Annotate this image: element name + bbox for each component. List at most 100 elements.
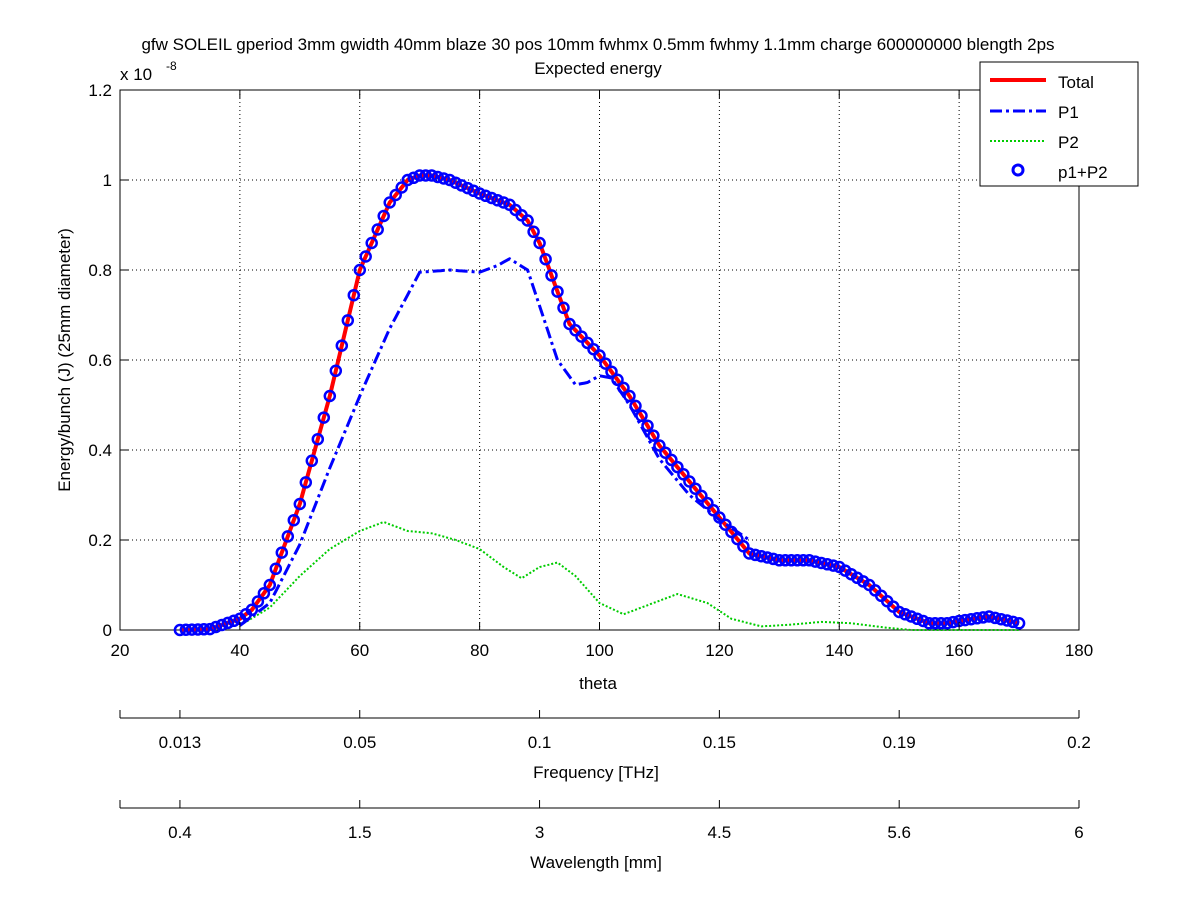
- series-p1p2-marker: [179, 623, 193, 637]
- frequency-axis: 0.013 0.05 0.1 0.15 0.19 0.2: [119, 710, 1091, 752]
- series-p1p2-marker: [191, 623, 205, 636]
- series-p1p2-marker: [731, 532, 744, 546]
- y-tick-label: 1.2: [88, 81, 112, 100]
- series-p1p2-marker: [455, 179, 468, 192]
- x-tick-label: 140: [825, 641, 853, 660]
- series-p1p2-marker: [485, 191, 498, 205]
- series-p1p2-marker: [215, 618, 229, 632]
- legend-label-p2: P2: [1058, 133, 1079, 152]
- chart-title: gfw SOLEIL gperiod 3mm gwidth 40mm blaze…: [141, 35, 1054, 54]
- series-p1p2-marker: [251, 595, 265, 608]
- series-p1p2-marker: [329, 364, 343, 378]
- series-p1p2-marker: [737, 540, 750, 553]
- series-p1p2-marker: [940, 617, 954, 630]
- series-p1p2-marker: [821, 558, 834, 571]
- series-p1p2-marker: [341, 314, 355, 327]
- legend-swatch-p1p2: [1011, 163, 1025, 177]
- series-p1p2-marker: [964, 612, 978, 626]
- series-p1p2-marker: [988, 611, 1002, 625]
- secondary-axis-tick-label: 1.5: [348, 823, 372, 842]
- series-p1p2-marker: [419, 169, 432, 182]
- chart-subtitle: Expected energy: [534, 59, 662, 78]
- legend-label-p1: P1: [1058, 103, 1079, 122]
- series-p1p2-marker: [1006, 615, 1020, 629]
- series-p1p2-marker: [647, 429, 660, 442]
- series-p1p2-marker: [695, 489, 708, 503]
- series-p1p2-marker: [671, 460, 684, 474]
- series-p1p2-marker: [497, 196, 510, 209]
- series-p1-line: [239, 257, 751, 627]
- secondary-axis-tick-label: 0.05: [343, 733, 376, 752]
- series-p1p2-marker: [347, 288, 361, 302]
- series-p1p2-marker: [641, 419, 654, 432]
- series-p1p2-marker: [197, 623, 211, 636]
- secondary-axis-tick-label: 5.6: [887, 823, 911, 842]
- series-p1p2-marker: [779, 554, 792, 567]
- series-p1p2-marker: [910, 612, 924, 626]
- y-exponent-power: -8: [166, 59, 177, 73]
- series-p1p2-marker: [767, 552, 780, 566]
- series-p1p2-marker: [803, 554, 816, 567]
- series-p1p2-marker: [317, 411, 331, 424]
- series-p1p2-marker: [401, 173, 414, 187]
- series-p1p2-marker: [677, 468, 690, 481]
- series-p1p2-marker: [773, 554, 786, 567]
- x-tick-label: 20: [111, 641, 130, 660]
- y-axis-label: Energy/bunch (J) (25mm diameter): [55, 228, 74, 492]
- secondary-axis-tick-label: 0.2: [1067, 733, 1091, 752]
- series-p1p2-marker: [491, 194, 504, 207]
- series-p1p2-marker: [946, 615, 960, 629]
- secondary-axis-tick-label: 4.5: [708, 823, 732, 842]
- series-p1p2-marker: [659, 446, 672, 459]
- series-p1p2-marker: [743, 547, 756, 560]
- series-p1p2-marker: [377, 209, 390, 223]
- series-p1p2-marker: [275, 546, 289, 559]
- series-p1p2-marker: [815, 556, 828, 570]
- series-p1p2-marker: [623, 389, 636, 403]
- series-p1p2-marker: [683, 475, 696, 488]
- secondary-axis-tick-label: 3: [535, 823, 544, 842]
- series-p1p2-marker: [287, 513, 301, 527]
- y-tick-label: 1: [103, 171, 112, 190]
- y-tick-label: 0.6: [88, 351, 112, 370]
- series-p1p2-marker: [371, 223, 384, 236]
- series-p1p2-marker: [611, 373, 624, 387]
- series-p1p2-marker: [982, 610, 996, 623]
- series-p1p2-marker: [1012, 617, 1026, 630]
- legend: Total P1 P2 p1+P2: [979, 61, 1139, 187]
- series-p1p2-marker: [761, 551, 774, 564]
- series-p1p2-marker: [323, 389, 337, 403]
- wavelength-axis: 0.4 1.5 3 4.5 5.6 6: [119, 800, 1084, 842]
- series-p1p2-marker: [809, 555, 822, 568]
- series-p1p2-marker: [665, 453, 678, 467]
- series-p1p2-marker: [755, 549, 768, 563]
- series-p1p2-marker: [545, 269, 558, 282]
- y-exponent-label: x 10: [120, 65, 152, 84]
- x-tick-label: 120: [705, 641, 733, 660]
- x-tick-label: 40: [230, 641, 249, 660]
- series-p1p2-marker: [934, 617, 948, 630]
- series-p1p2-marker: [221, 616, 235, 630]
- series-p1p2-marker: [431, 170, 444, 184]
- series-p1p2-marker: [725, 525, 738, 539]
- frequency-axis-label: Frequency [THz]: [533, 763, 659, 782]
- series-p1p2-marker: [263, 578, 277, 592]
- series-p1p2-marker: [305, 454, 319, 468]
- series-p1p2-marker: [353, 263, 367, 277]
- series-p1p2-marker: [245, 603, 259, 617]
- series-p1p2-marker: [437, 172, 450, 185]
- secondary-axis-tick-label: 0.4: [168, 823, 192, 842]
- series-p1p2-marker: [425, 169, 438, 182]
- secondary-axis-tick-label: 0.1: [528, 733, 552, 752]
- series-p1p2-marker: [970, 612, 984, 625]
- series-p1p2-marker: [635, 409, 648, 423]
- series-p1p2-marker: [533, 236, 546, 250]
- series-p1p2-marker: [916, 614, 930, 628]
- x-tick-label: 80: [470, 641, 489, 660]
- series-p1p2-marker: [629, 399, 642, 413]
- series-p1p2-marker: [593, 349, 606, 362]
- series-p1p2-marker: [413, 169, 426, 182]
- secondary-axis-tick-label: 6: [1074, 823, 1083, 842]
